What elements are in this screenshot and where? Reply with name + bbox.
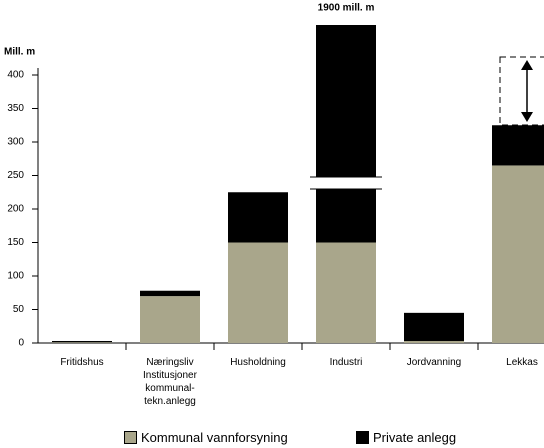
x-tick-label: Næringsliv Institusjoner kommunal- tekn.… <box>143 357 197 407</box>
bar-segment <box>140 296 200 343</box>
legend-item: Kommunal vannforsyning <box>124 430 288 445</box>
y-tick-label: 0 <box>18 338 24 349</box>
bar-segment <box>228 192 288 243</box>
bar-segment <box>404 312 464 341</box>
y-tick-label: 400 <box>7 70 24 81</box>
bar-segment <box>492 165 544 343</box>
bar-segment <box>492 125 544 166</box>
bar-segment <box>228 242 288 343</box>
uncertainty-box <box>499 56 544 126</box>
x-tick-label: Lekkas <box>506 357 538 368</box>
x-tick-label: Fritidshus <box>60 357 104 368</box>
y-axis-label: Mill. m <box>4 47 35 58</box>
axis-break <box>310 177 382 189</box>
bar-segment <box>52 340 112 343</box>
y-tick-label: 150 <box>7 237 24 248</box>
x-tick-label: Industri <box>329 357 363 368</box>
x-tick-label: Husholdning <box>230 357 286 368</box>
legend-swatch <box>356 431 369 444</box>
y-tick-label: 200 <box>7 204 24 215</box>
bar-segment <box>140 290 200 297</box>
bar-segment <box>316 25 376 243</box>
x-tick-label: Jordvanning <box>406 357 462 368</box>
y-tick-label: 50 <box>13 304 25 315</box>
legend-item: Private anlegg <box>356 430 456 445</box>
y-tick-label: 300 <box>7 137 24 148</box>
legend-swatch <box>124 431 137 444</box>
arrow-head <box>521 112 533 122</box>
bar-segment <box>316 242 376 343</box>
legend-label: Kommunal vannforsyning <box>141 430 288 445</box>
y-tick-label: 350 <box>7 103 24 114</box>
bar-segment <box>52 342 112 343</box>
legend-label: Private anlegg <box>373 430 457 445</box>
y-tick-label: 100 <box>7 271 24 282</box>
y-tick-label: 250 <box>7 170 24 181</box>
arrow-head <box>521 60 533 70</box>
annotation: 1900 mill. m <box>318 3 375 14</box>
bar-segment <box>404 340 464 343</box>
